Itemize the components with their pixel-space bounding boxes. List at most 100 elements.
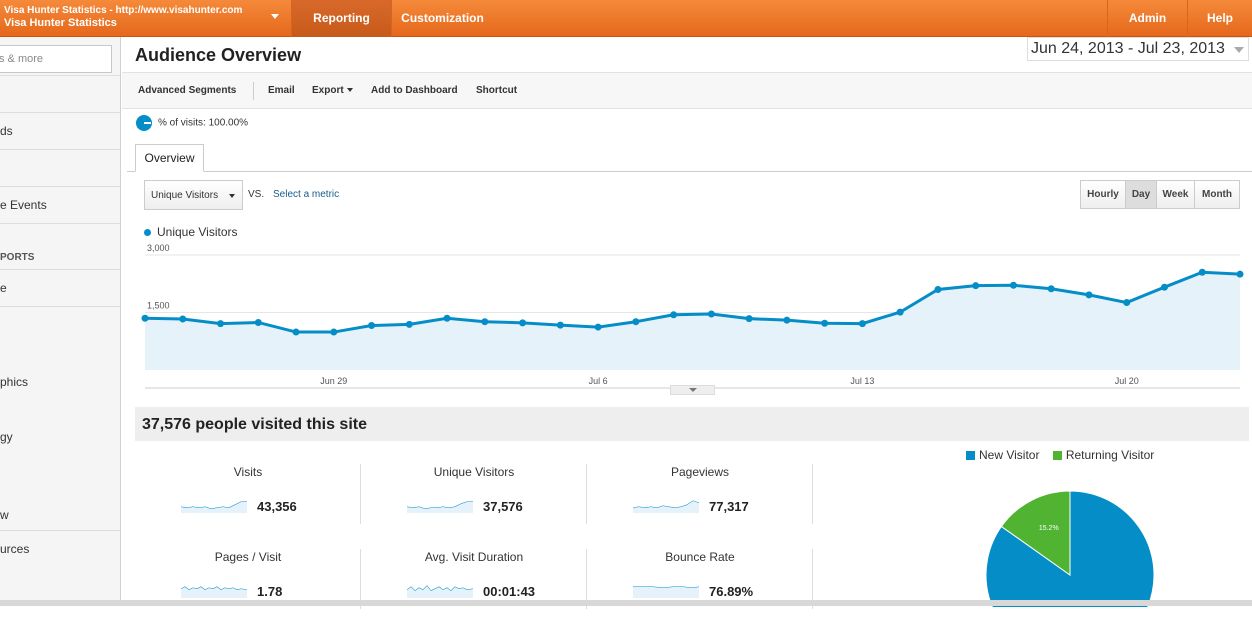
chart-point (519, 319, 527, 327)
granularity-week-button[interactable]: Week (1156, 181, 1194, 208)
date-range-picker[interactable]: Jun 24, 2013 - Jul 23, 2013 (1027, 37, 1249, 61)
chart-point (330, 328, 338, 336)
stat-divider (586, 549, 587, 609)
nav-tab-reporting[interactable]: Reporting (291, 0, 391, 37)
chart-point (254, 318, 262, 326)
sidebar-item[interactable] (0, 75, 120, 112)
chart-points (141, 268, 1244, 336)
stat-visits: Visits 43,356 (135, 465, 361, 545)
granularity-month-button[interactable]: Month (1194, 181, 1239, 208)
collapse-chart-handle[interactable] (670, 385, 715, 395)
summary-header: 37,576 people visited this site (135, 407, 1249, 441)
date-separator: - (1123, 40, 1138, 57)
sidebar-item[interactable] (0, 306, 120, 366)
advanced-segments-button[interactable]: Advanced Segments (138, 85, 237, 96)
stat-pageviews: Pageviews 77,317 (587, 465, 813, 545)
sidebar-item-audience[interactable]: e (0, 269, 120, 306)
horizontal-scrollbar[interactable] (0, 600, 1252, 606)
metric-dropdown-value: Unique Visitors (151, 190, 219, 201)
visitor-pie-chart: 15.2% (986, 490, 1155, 607)
stat-value: 00:01:43 (483, 584, 536, 599)
chart-point (481, 318, 489, 326)
tab-divider (127, 171, 1252, 172)
sidebar-item-technology[interactable]: gy (0, 430, 13, 444)
chart-point (1009, 281, 1017, 289)
chart-point (443, 314, 451, 322)
chart-point (217, 320, 225, 328)
stat-divider (812, 549, 813, 609)
caret-down-icon (346, 88, 353, 93)
chart-point (1160, 283, 1168, 291)
chart-point (821, 319, 829, 327)
chart-y-ticks: 1,500 3,000 (147, 243, 170, 311)
add-to-dashboard-button[interactable]: Add to Dashboard (371, 85, 458, 96)
sparkline (181, 586, 247, 598)
chart-point (179, 315, 187, 323)
sidebar-section-header: PORTS (0, 252, 35, 263)
chart-point (556, 321, 564, 329)
sparkline (181, 501, 247, 513)
pie-slice-returning-visitor (1000, 490, 1071, 576)
stat-label: Pageviews (670, 465, 730, 479)
chart-point (368, 322, 376, 330)
chart-series-line (144, 270, 1241, 334)
sidebar-item-traffic-sources[interactable]: urces (0, 530, 120, 567)
pie-slice-new-visitor (986, 490, 1155, 607)
chart-point (783, 316, 791, 324)
chart-x-tick-label: Jul 20 (1115, 376, 1139, 386)
account-name: Visa Hunter Statistics (4, 17, 117, 29)
caret-down-icon (229, 194, 235, 198)
stat-label: Avg. Visit Duration (424, 550, 524, 564)
date-from: Jun 24, 2013 (1031, 40, 1124, 57)
sidebar-search-input[interactable]: s & more (0, 45, 112, 73)
chevron-down-icon[interactable] (1234, 47, 1244, 53)
visitor-pie-legend: New Visitor Returning Visitor (966, 448, 1154, 462)
sidebar-item-demographics[interactable]: phics (0, 375, 29, 389)
stat-value: 37,576 (483, 499, 523, 514)
chart-point (1047, 285, 1055, 293)
export-button[interactable]: Export (312, 85, 353, 96)
chevron-down-icon[interactable] (271, 14, 279, 19)
top-navigation-bar: Visa Hunter Statistics - http://www.visa… (0, 0, 1252, 37)
sidebar-item-intelligence-events[interactable]: e Events (0, 186, 120, 223)
stat-label: Unique Visitors (433, 465, 515, 479)
sidebar: s & more ds e Events PORTS e phics gy w … (0, 37, 121, 606)
sidebar-item-dashboards[interactable]: ds (0, 112, 120, 149)
main-content: Audience Overview Jun 24, 2013 - Jul 23,… (122, 37, 1252, 609)
stat-label: Pages / Visit (214, 550, 282, 564)
stat-value: 43,356 (257, 499, 297, 514)
summary-title: 37,576 people visited this site (142, 416, 367, 433)
date-to: Jul 23, 2013 (1137, 40, 1225, 57)
sidebar-item-overview[interactable]: w (0, 508, 9, 522)
chart-point (594, 323, 602, 331)
segment-label: % of visits: 100.00% (158, 117, 249, 129)
legend-new-visitor: New Visitor (979, 448, 1040, 462)
nav-tab-help[interactable]: Help (1187, 0, 1252, 37)
chart-point (141, 314, 149, 322)
sparkline (633, 586, 699, 598)
chart-point (1198, 268, 1206, 276)
stat-pages-per-visit: Pages / Visit 1.78 (135, 550, 361, 630)
sidebar-item[interactable] (0, 149, 120, 186)
metric-dropdown[interactable]: Unique Visitors (144, 180, 243, 210)
stat-unique-visitors: Unique Visitors 37,576 (361, 465, 587, 545)
tab-overview[interactable]: Overview (135, 144, 204, 172)
nav-tab-admin[interactable]: Admin (1107, 0, 1187, 37)
granularity-day-button[interactable]: Day (1125, 181, 1156, 208)
sparkline (407, 585, 473, 598)
select-metric-link[interactable]: Select a metric (273, 189, 340, 200)
stat-divider (360, 464, 361, 524)
email-button[interactable]: Email (268, 85, 295, 96)
granularity-hourly-button[interactable]: Hourly (1081, 181, 1125, 208)
legend-swatch-icon (1052, 451, 1062, 460)
toolbar-divider (253, 82, 254, 100)
chart-point (707, 310, 715, 318)
stat-label: Visits (233, 465, 263, 479)
shortcut-button[interactable]: Shortcut (476, 85, 518, 96)
sidebar-divider (0, 223, 120, 243)
account-selector[interactable]: Visa Hunter Statistics - http://www.visa… (0, 0, 291, 37)
nav-tab-customization[interactable]: Customization (391, 0, 493, 37)
chart-point (405, 320, 413, 328)
chart-x-tick-label: Jul 6 (589, 376, 608, 386)
legend-swatch-icon (966, 451, 975, 460)
